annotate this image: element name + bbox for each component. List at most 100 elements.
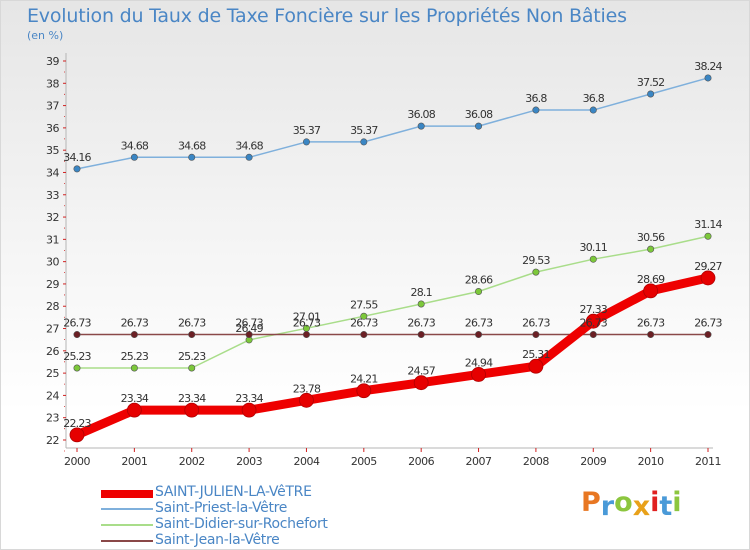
series-1-point (704, 232, 712, 240)
series-2-data-label: 26.73 (407, 317, 435, 330)
series-2-data-label: 26.73 (637, 317, 665, 330)
y-tick-label: 39 (46, 55, 59, 68)
x-tick-label: 2001 (121, 455, 147, 468)
series-0-data-label: 35.37 (350, 124, 378, 137)
y-tick-label: 30 (46, 256, 59, 269)
series-3-point (241, 402, 257, 418)
series-2-point (704, 331, 712, 339)
series-3-point (413, 375, 429, 391)
series-3-data-label: 29.27 (694, 260, 722, 273)
x-tick-label: 2007 (466, 455, 492, 468)
series-3-data-label: 22.23 (63, 417, 91, 430)
series-2-data-label: 26.73 (121, 317, 149, 330)
series-2-data-label: 26.73 (293, 317, 321, 330)
series-3-data-label: 27.33 (580, 303, 608, 316)
logo-letter: i (650, 487, 660, 518)
y-tick-label: 23 (46, 412, 59, 425)
series-3-point (700, 270, 716, 286)
legend-swatch (101, 508, 153, 510)
series-2-point (532, 331, 540, 339)
logo-letter: o (614, 487, 633, 518)
series-2-data-label: 26.73 (465, 317, 493, 330)
series-1-data-label: 28.66 (465, 274, 493, 287)
series-0-point (532, 106, 540, 114)
x-tick-label: 2010 (638, 455, 664, 468)
series-1-data-label: 28.1 (411, 286, 432, 299)
y-tick-label: 35 (46, 144, 59, 157)
legend-label: Saint-Didier-sur-Rochefort (155, 516, 328, 532)
series-0-data-label: 34.68 (178, 139, 206, 152)
y-tick-label: 25 (46, 367, 59, 380)
x-tick-label: 2005 (351, 455, 377, 468)
series-3-point (471, 367, 486, 382)
series-1-point (647, 245, 655, 253)
series-0-line (76, 77, 709, 170)
x-tick-label: 2006 (408, 455, 434, 468)
series-1-data-label: 27.55 (350, 298, 378, 311)
series-3-data-label: 24.94 (465, 356, 493, 369)
series-0-point (73, 165, 81, 173)
series-1-point (475, 288, 483, 296)
series-3-data-label: 23.78 (293, 382, 321, 395)
series-0-point (188, 153, 196, 161)
series-2-point (245, 331, 253, 339)
series-3-data-label: 23.34 (235, 392, 263, 405)
logo-letter: r (600, 491, 615, 522)
series-1-point (188, 364, 196, 372)
series-2-data-label: 26.73 (694, 317, 722, 330)
series-0-data-label: 36.8 (525, 92, 547, 105)
series-0-data-label: 34.68 (121, 139, 149, 152)
series-0-data-label: 34.68 (235, 139, 263, 152)
series-2-point (188, 331, 196, 339)
series-3-data-label: 24.21 (350, 373, 378, 386)
logo-letter: x (632, 491, 651, 522)
series-0-point (360, 138, 368, 146)
y-tick-label: 36 (46, 122, 59, 135)
series-0-data-label: 36.08 (407, 108, 435, 121)
series-0-data-label: 38.24 (694, 60, 722, 73)
y-tick-label: 22 (46, 434, 59, 447)
legend-label: Saint-Jean-la-Vêtre (155, 532, 280, 548)
series-3-point (69, 427, 85, 443)
series-0-data-label: 36.8 (583, 92, 605, 105)
series-1-point (417, 300, 425, 308)
y-tick-label: 37 (46, 100, 59, 113)
series-0-data-label: 37.52 (637, 76, 665, 89)
series-0-point (704, 74, 712, 82)
logo-letter: P (581, 487, 601, 518)
series-0-point (302, 138, 310, 146)
series-1-data-label: 26.49 (235, 322, 263, 335)
series-3-data-label: 23.34 (178, 392, 206, 405)
x-tick-label: 2008 (523, 455, 549, 468)
series-3-point (126, 402, 142, 418)
series-3-point (585, 313, 601, 329)
series-2-data-label: 26.73 (522, 317, 550, 330)
series-2-data-label: 26.73 (235, 317, 263, 330)
series-3-data-label: 25.31 (522, 348, 550, 361)
series-3-line (72, 273, 713, 440)
series-3-point (528, 358, 544, 374)
legend-label: SAINT-JULIEN-LA-VêTRE (155, 484, 312, 500)
series-2-point (302, 331, 310, 339)
x-tick-label: 2011 (695, 455, 721, 468)
y-tick-label: 33 (46, 189, 59, 202)
series-0-data-label: 34.16 (63, 151, 91, 164)
series-1-point (589, 255, 597, 263)
x-tick-label: 2003 (236, 455, 262, 468)
y-tick-label: 24 (46, 389, 59, 402)
series-1-point (532, 268, 540, 276)
series-3-data-label: 28.69 (637, 273, 665, 286)
series-0-point (475, 122, 483, 130)
y-tick-label: 38 (46, 77, 59, 90)
logo-letter: t (659, 491, 673, 522)
series-2-data-label: 26.73 (178, 317, 206, 330)
series-3-point (356, 383, 372, 399)
legend-swatch (101, 524, 153, 526)
line-chart: 22 23 24 25 26 27 28 29 30 31 32 33 34 35 36 37 38 39 2000… (46, 53, 723, 468)
y-tick-label: 31 (46, 233, 59, 246)
series-3-data-label: 23.34 (121, 392, 149, 405)
series-1-point (360, 312, 368, 320)
x-tick-label: 2000 (64, 455, 90, 468)
series-2-point (417, 331, 425, 339)
y-tick-label: 27 (46, 323, 59, 336)
